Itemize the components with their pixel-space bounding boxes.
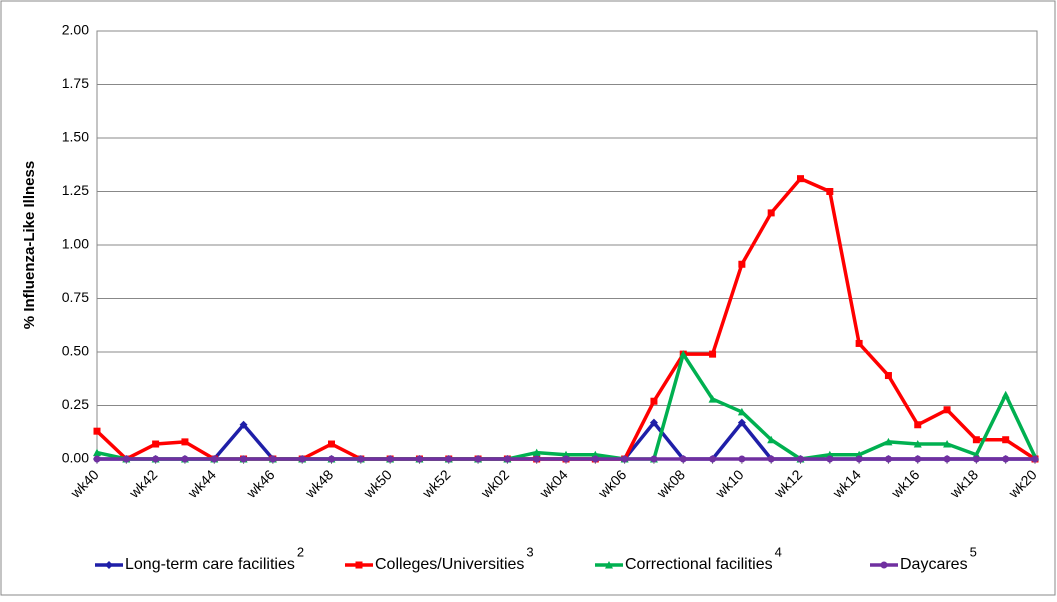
y-tick-label: 1.00 bbox=[62, 236, 89, 252]
marker bbox=[152, 440, 160, 448]
y-tick-label: 1.25 bbox=[62, 182, 89, 198]
marker bbox=[386, 455, 394, 463]
marker bbox=[445, 455, 453, 463]
marker bbox=[884, 437, 893, 446]
legend-label: Long-term care facilities bbox=[125, 556, 295, 573]
marker bbox=[972, 455, 980, 463]
legend-superscript: 2 bbox=[297, 544, 304, 559]
y-tick-label: 0.50 bbox=[62, 343, 89, 359]
marker bbox=[355, 561, 363, 569]
marker bbox=[1001, 390, 1010, 399]
marker bbox=[767, 435, 776, 444]
marker bbox=[605, 561, 613, 569]
marker bbox=[181, 455, 189, 463]
marker bbox=[797, 455, 804, 463]
y-tick-label: 1.50 bbox=[62, 129, 89, 145]
marker bbox=[709, 455, 717, 463]
legend-superscript: 3 bbox=[526, 544, 533, 559]
marker bbox=[737, 418, 746, 427]
legend-superscript: 5 bbox=[970, 544, 977, 559]
y-tick-label: 0.25 bbox=[62, 396, 89, 412]
y-axis-label: % Influenza-Like Illness bbox=[21, 161, 38, 329]
marker bbox=[972, 436, 980, 444]
marker bbox=[298, 455, 306, 463]
marker bbox=[767, 209, 775, 217]
marker bbox=[1031, 455, 1039, 463]
marker bbox=[709, 350, 717, 358]
y-tick-label: 0.00 bbox=[62, 450, 89, 466]
marker bbox=[240, 455, 248, 463]
marker bbox=[943, 440, 952, 448]
marker bbox=[650, 397, 658, 405]
marker bbox=[269, 455, 277, 463]
marker bbox=[826, 188, 834, 195]
marker bbox=[122, 455, 130, 463]
marker bbox=[415, 455, 423, 463]
marker bbox=[503, 455, 511, 463]
marker bbox=[679, 455, 687, 463]
marker bbox=[562, 455, 570, 463]
marker bbox=[855, 455, 863, 463]
y-tick-label: 2.00 bbox=[62, 22, 89, 38]
marker bbox=[328, 455, 335, 463]
marker bbox=[621, 455, 629, 463]
marker bbox=[357, 455, 365, 463]
marker bbox=[1002, 436, 1010, 444]
marker bbox=[239, 420, 248, 429]
marker bbox=[532, 448, 541, 457]
marker bbox=[474, 455, 482, 463]
marker bbox=[738, 455, 746, 463]
marker bbox=[913, 440, 922, 448]
marker bbox=[738, 260, 746, 268]
marker bbox=[884, 455, 892, 463]
marker bbox=[914, 455, 922, 463]
y-tick-label: 1.75 bbox=[62, 75, 89, 91]
marker bbox=[328, 440, 335, 448]
legend-label: Colleges/Universities bbox=[375, 556, 524, 573]
marker bbox=[1002, 455, 1010, 463]
marker bbox=[93, 427, 101, 435]
legend-label: Daycares bbox=[900, 556, 968, 573]
marker bbox=[855, 339, 863, 347]
marker bbox=[737, 407, 746, 416]
marker bbox=[797, 175, 804, 183]
marker bbox=[880, 561, 888, 569]
marker bbox=[943, 406, 951, 414]
marker bbox=[914, 421, 922, 429]
marker bbox=[649, 418, 658, 427]
marker bbox=[210, 455, 218, 463]
marker bbox=[708, 395, 717, 403]
marker bbox=[767, 455, 775, 463]
marker bbox=[650, 455, 658, 463]
marker bbox=[679, 350, 688, 358]
legend-label: Correctional facilities bbox=[625, 556, 773, 573]
marker bbox=[93, 448, 101, 457]
marker bbox=[152, 455, 160, 463]
marker bbox=[826, 455, 834, 463]
marker bbox=[105, 561, 113, 569]
marker bbox=[884, 372, 892, 380]
marker bbox=[533, 455, 541, 463]
marker bbox=[943, 455, 951, 463]
marker bbox=[591, 455, 599, 463]
y-tick-label: 0.75 bbox=[62, 289, 89, 305]
marker bbox=[93, 455, 101, 463]
marker bbox=[181, 438, 189, 446]
legend-superscript: 4 bbox=[775, 544, 782, 559]
